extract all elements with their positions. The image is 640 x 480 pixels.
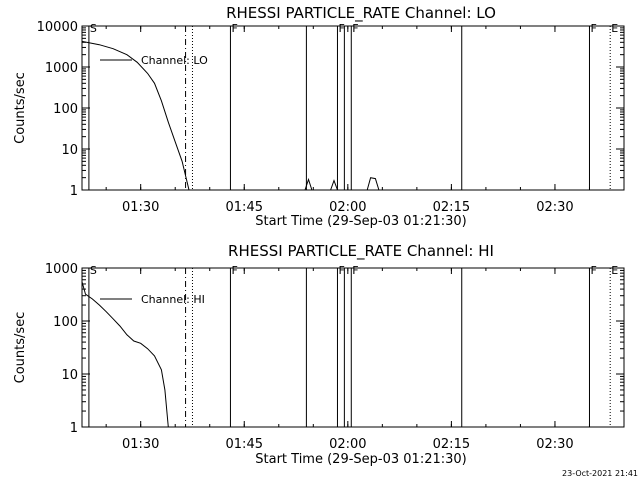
- legend-label: Channel: LO: [141, 54, 208, 67]
- chart-title: RHESSI PARTICLE_RATE Channel: LO: [226, 4, 496, 23]
- y-tick-label: 100: [53, 102, 78, 117]
- data-series-line: [304, 177, 313, 191]
- footer-timestamp: 23-Oct-2021 21:41: [562, 469, 638, 478]
- y-tick-label: 1000: [45, 61, 78, 76]
- x-tick-label: 02:15: [433, 437, 470, 452]
- x-tick-label: 01:45: [226, 437, 263, 452]
- x-tick-label: 01:45: [226, 200, 263, 215]
- data-series-line: [81, 40, 190, 191]
- event-label: F: [231, 264, 237, 277]
- event-label: F: [590, 264, 596, 277]
- x-tick-label: 02:30: [536, 200, 573, 215]
- y-tick-label: 100: [53, 315, 78, 330]
- y-tick-label: 1: [70, 184, 78, 199]
- x-tick-label: 01:30: [122, 437, 159, 452]
- event-label: F: [352, 22, 358, 35]
- plot-frame: [81, 267, 625, 428]
- y-tick-label: 10: [61, 368, 78, 383]
- x-axis-label: Start Time (29-Sep-03 01:21:30): [255, 452, 466, 467]
- x-tick-label: 02:30: [536, 437, 573, 452]
- panel-hi: RHESSI PARTICLE_RATE Channel: HI 01:30 01:…: [13, 242, 625, 467]
- event-label: F: [590, 22, 596, 35]
- data-series-line: [366, 177, 380, 191]
- event-label: S: [90, 22, 97, 35]
- y-tick-label: 10000: [37, 20, 78, 35]
- y-tick-label: 1: [70, 421, 78, 436]
- event-label: F: [231, 22, 237, 35]
- chart-title: RHESSI PARTICLE_RATE Channel: HI: [228, 242, 494, 261]
- data-series-line: [330, 179, 338, 191]
- event-label: S: [90, 264, 97, 277]
- data-series-line: [81, 281, 169, 428]
- legend-label: Channel: HI: [141, 293, 205, 306]
- x-tick-label: 01:30: [122, 200, 159, 215]
- y-axis-label: Counts/sec: [13, 72, 28, 144]
- event-label: F: [352, 264, 358, 277]
- x-tick-label: 02:15: [433, 200, 470, 215]
- x-tick-label: 02:00: [329, 437, 366, 452]
- event-label: E: [611, 22, 618, 35]
- y-axis-label: Counts/sec: [13, 312, 28, 384]
- panel-lo: RHESSI PARTICLE_RATE Channel: LO 01:30 01:…: [13, 4, 625, 229]
- y-tick-label: 10: [61, 143, 78, 158]
- event-label: E: [611, 264, 618, 277]
- y-tick-label: 1000: [45, 262, 78, 277]
- x-axis-label: Start Time (29-Sep-03 01:21:30): [255, 214, 466, 229]
- x-tick-label: 02:00: [329, 200, 366, 215]
- event-label: F: [338, 22, 344, 35]
- event-label: F: [338, 264, 344, 277]
